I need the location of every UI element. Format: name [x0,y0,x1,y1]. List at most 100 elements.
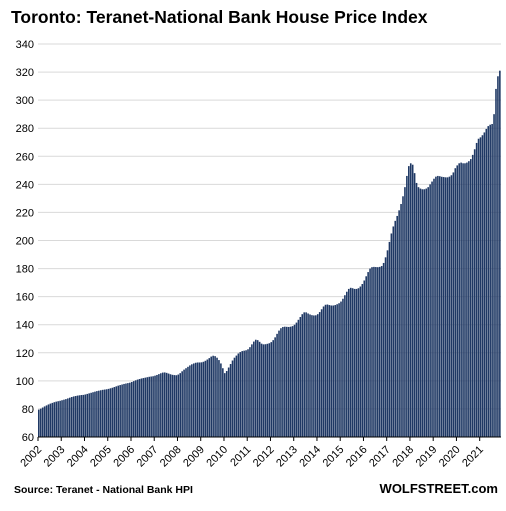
bar [299,316,302,437]
y-tick-label: 60 [22,432,34,444]
bar [371,267,373,437]
bar [367,272,369,437]
bar [355,288,358,437]
bar [148,376,151,437]
y-axis: 60 80 100 120 140 160 180 200 220 240 260 280 300 320… [16,39,34,444]
bar [458,163,460,438]
bar [146,377,149,437]
bar [471,154,474,437]
bar [473,149,476,437]
bar [311,315,313,437]
bar [134,380,137,437]
bar [262,344,265,437]
bar [485,128,488,438]
bar [404,187,406,437]
y-tick-label: 180 [16,264,34,276]
bar [202,361,205,437]
bar [119,385,121,437]
bar [225,371,228,437]
bar [493,114,495,438]
bar [270,342,273,437]
bar [460,162,462,437]
bar [394,220,397,437]
bar [191,364,193,437]
bar [61,400,63,437]
bars [38,70,501,438]
bar [175,375,178,437]
bar [227,367,230,437]
bar [440,176,443,437]
bar [315,315,317,437]
bar [357,288,360,437]
bar [284,326,286,437]
brand-label: WOLFSTREET.com [380,481,498,496]
bar [78,395,81,437]
bar [43,406,46,437]
bar [431,181,433,437]
bar [144,377,147,437]
bar [47,404,50,437]
bar [82,394,85,437]
bar [51,402,54,437]
bar [499,70,501,438]
bar [76,395,79,437]
bar [241,351,243,437]
bar [268,343,271,437]
bar [69,397,71,437]
bar [307,313,309,437]
bar [38,409,40,437]
y-tick-label: 120 [16,348,34,360]
bar [216,357,218,437]
bar [90,392,92,437]
bar [243,350,245,437]
bar [156,374,158,437]
x-axis [37,436,501,441]
bar [154,375,156,437]
y-tick-label: 200 [16,236,34,248]
bar [489,124,491,438]
bar [282,326,284,437]
bar [328,305,331,437]
bar [349,287,352,437]
bar [363,280,366,437]
bar [402,196,404,437]
bar [276,333,278,437]
bar [167,373,170,437]
bar [253,341,255,437]
bar [96,391,98,437]
bar [210,356,212,437]
bar [247,349,249,437]
bar [377,267,379,437]
bar [130,381,133,437]
bar [495,88,497,437]
bar [313,315,315,437]
bar [390,233,393,437]
bar [55,401,58,437]
bar [121,384,123,437]
bar [491,124,493,437]
bar [388,241,391,437]
bar [92,392,94,437]
bar [123,383,125,437]
bar [316,314,319,437]
bar [70,397,73,437]
bar [359,286,362,437]
bar [231,360,234,437]
bar [173,375,176,437]
bar [450,175,453,438]
bar [111,387,114,437]
bar [204,360,207,437]
bar [425,188,428,437]
bar [218,360,220,437]
bar [129,382,131,437]
bar [63,399,65,437]
bar [336,304,338,437]
bar [344,295,346,437]
bar [264,344,267,437]
bar [483,132,486,437]
bar [214,356,216,437]
bar [169,374,172,437]
bar [163,372,166,437]
bar [378,266,381,437]
